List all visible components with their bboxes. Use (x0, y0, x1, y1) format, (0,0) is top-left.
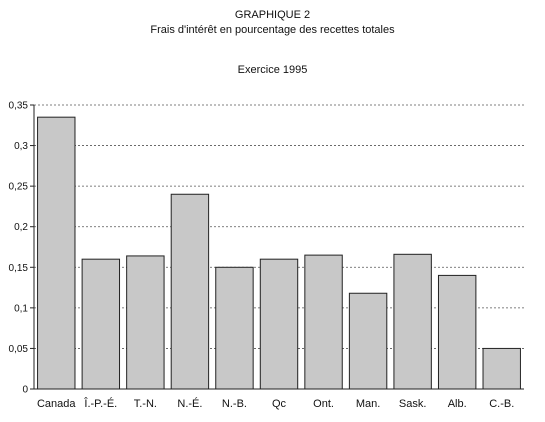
bar (37, 116, 76, 390)
x-tick-label: Î.-P.-É. (83, 397, 117, 410)
x-tick-label: Man. (356, 398, 380, 410)
x-tick-label: C.-B. (489, 398, 514, 410)
x-tick-label: Qc (272, 398, 287, 410)
bar (259, 258, 299, 390)
chart-subtitle: Frais d'intérêt en pourcentage des recet… (150, 24, 395, 36)
x-tick-label: T.-N. (134, 398, 157, 410)
y-tick-label: 0,35 (9, 101, 29, 112)
y-tick-label: 0,2 (14, 222, 28, 233)
y-tick-label: 0 (22, 385, 28, 396)
chart-title: GRAPHIQUE 2 (234, 9, 311, 21)
bar (126, 255, 165, 390)
x-tick-label: Ont. (313, 398, 334, 410)
bar (81, 258, 121, 390)
x-tick-label: N.-B. (222, 398, 247, 410)
bars (37, 116, 521, 390)
bar (170, 193, 210, 390)
x-tick-label: Sask. (399, 398, 427, 410)
y-tick-label: 0,15 (9, 263, 29, 274)
y-tick-label: 0,05 (9, 344, 29, 355)
x-tick-label: N.-É. (177, 397, 202, 410)
bar (393, 253, 432, 390)
x-tick-label: Canada (37, 398, 76, 410)
y-tick-label: 0,25 (9, 182, 29, 193)
y-tick-label: 0,1 (14, 303, 28, 314)
bar (348, 292, 388, 390)
y-tick-label: 0,3 (14, 141, 28, 152)
chart-fiscal-year: Exercice 1995 (237, 64, 308, 76)
bar (482, 347, 521, 390)
bar (304, 254, 343, 390)
x-tick-label: Alb. (448, 398, 467, 410)
bar (437, 274, 477, 390)
bar (215, 266, 254, 390)
x-axis-labels: Canada Î.-P.-É. T.-N. N.-É. N.-B. Qc Ont. Man. S… (37, 397, 514, 410)
